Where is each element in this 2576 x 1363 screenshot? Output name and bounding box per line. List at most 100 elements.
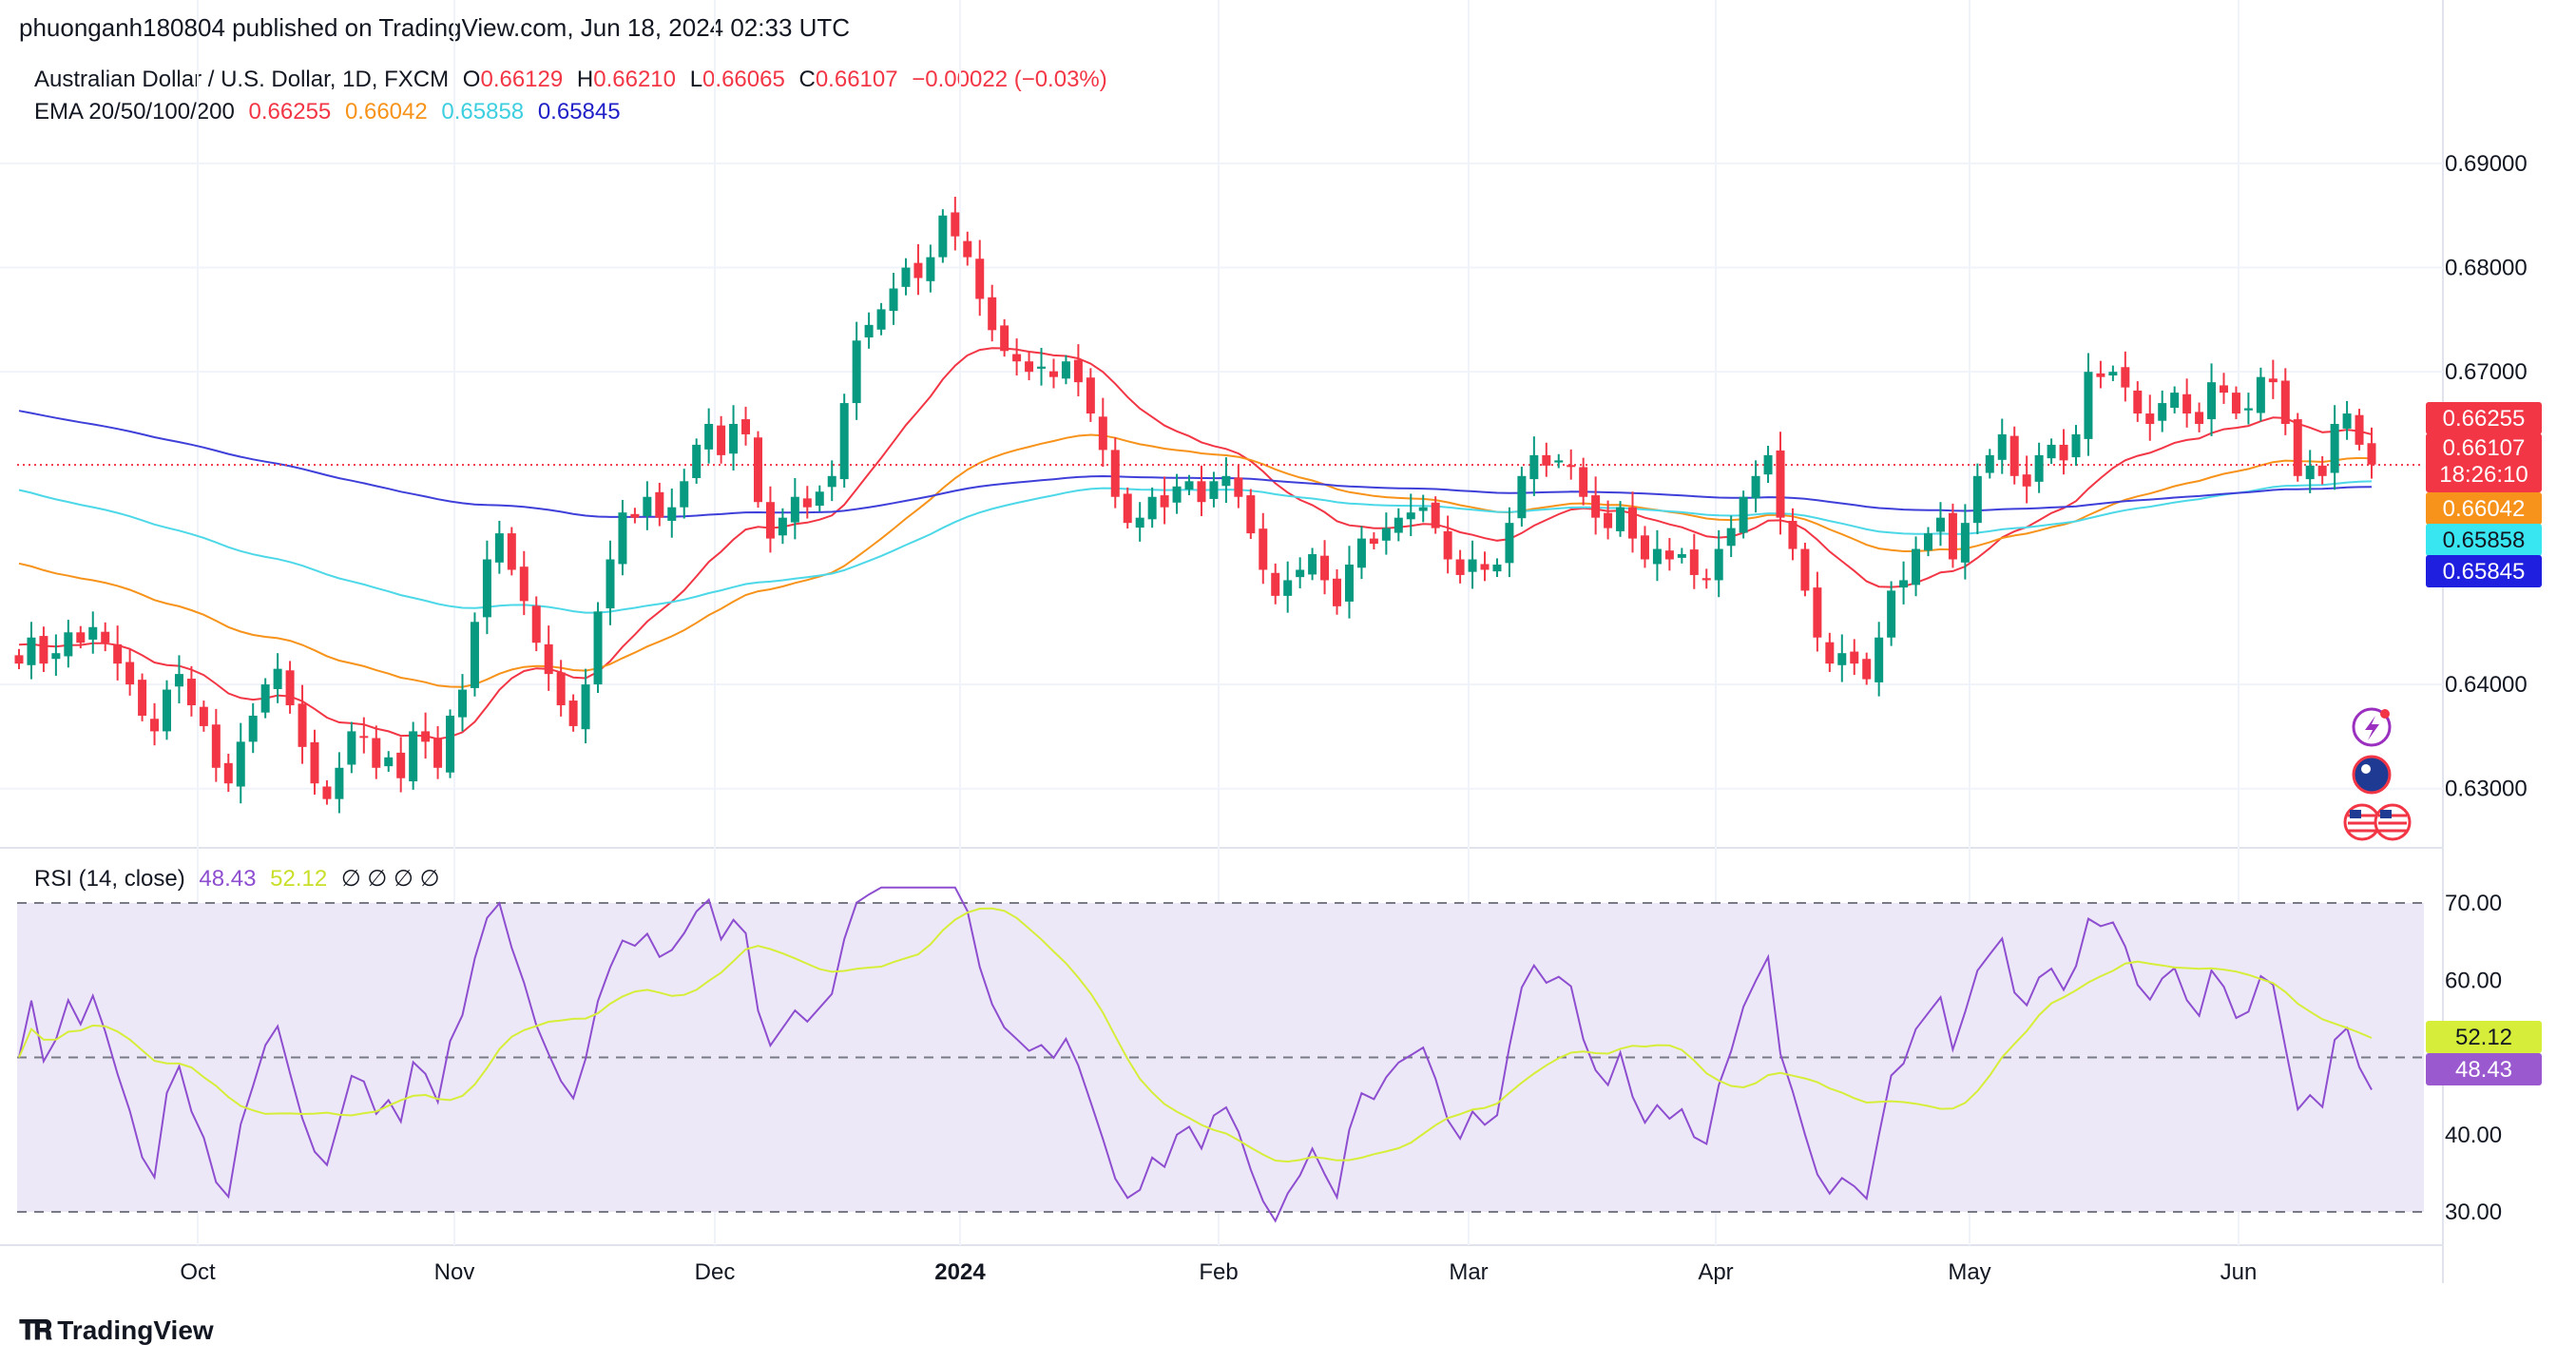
candle-body xyxy=(1751,475,1760,499)
symbol-title[interactable]: Australian Dollar / U.S. Dollar, 1D, FXC… xyxy=(34,67,450,92)
candle-body xyxy=(2220,385,2229,394)
candle-body xyxy=(692,444,702,479)
candle-body xyxy=(926,257,935,281)
candle-body xyxy=(322,786,332,799)
candle-body xyxy=(494,533,504,563)
candle-body xyxy=(741,419,751,434)
candle-body xyxy=(2009,435,2019,476)
candle-body xyxy=(125,662,135,685)
us-flag-canton-icon xyxy=(2380,810,2392,818)
candle-body xyxy=(1492,565,1502,572)
time-tick-label: May xyxy=(1948,1259,1990,1285)
candle-body xyxy=(1640,535,1649,560)
candle-body xyxy=(421,731,431,742)
candle-body xyxy=(1221,475,1231,487)
rsi-ma-line xyxy=(18,907,2373,1163)
candle-body xyxy=(1073,359,1083,383)
ema20-badge: 0.66255 xyxy=(2443,406,2526,432)
candle-body xyxy=(2182,394,2192,414)
candle-body xyxy=(1443,530,1452,560)
time-tick-label: Feb xyxy=(1199,1259,1238,1285)
candle-body xyxy=(655,491,664,518)
australia-flag-star-icon xyxy=(2361,764,2371,774)
candle-body xyxy=(2330,424,2339,473)
candle-body xyxy=(1455,559,1465,575)
candle-body xyxy=(1899,580,1909,588)
candle-body xyxy=(51,653,61,660)
candle-body xyxy=(1259,528,1268,570)
candle-body xyxy=(827,475,836,488)
candle-body xyxy=(778,517,787,536)
candle-body xyxy=(606,559,615,609)
rsi-tick-label: 30.00 xyxy=(2445,1200,2502,1225)
rsi-band xyxy=(17,902,2424,1213)
candle-body xyxy=(753,437,762,503)
candle-body xyxy=(211,724,221,768)
candle-body xyxy=(223,762,233,784)
candle-body xyxy=(138,680,147,716)
candle-body xyxy=(2158,403,2167,421)
candle-body xyxy=(88,626,98,640)
time-tick-label: 2024 xyxy=(934,1259,986,1285)
us-flag-canton-icon xyxy=(2350,810,2361,818)
footer-brand[interactable]: 𝐓𝐑 TradingView xyxy=(19,1315,214,1347)
candle-body xyxy=(1985,454,1994,473)
candle-body xyxy=(544,643,553,675)
rsi-ma-badge-bg xyxy=(2426,1021,2542,1053)
rsi-line xyxy=(18,886,2373,1223)
rsi-label[interactable]: RSI (14, close) xyxy=(34,866,185,892)
candle-body xyxy=(1701,578,1711,581)
candle-body xyxy=(643,496,652,517)
candle-body xyxy=(717,425,726,455)
candle-body xyxy=(1825,642,1835,664)
candle-body xyxy=(1037,366,1047,369)
candle-body xyxy=(150,719,160,732)
candle-body xyxy=(1739,496,1748,533)
rsi-tick-label: 70.00 xyxy=(2445,891,2502,916)
candle-body xyxy=(298,703,307,747)
ema50-value: 0.66042 xyxy=(344,99,428,125)
ema-label[interactable]: EMA 20/50/100/200 xyxy=(34,99,235,125)
price-tick-label: 0.63000 xyxy=(2445,777,2528,802)
candle-body xyxy=(729,424,739,454)
candle-body xyxy=(1086,377,1095,414)
candle-body xyxy=(433,739,443,768)
candle-body xyxy=(27,637,36,665)
rsi-badge-bg xyxy=(2426,1053,2542,1085)
candle-body xyxy=(1652,548,1662,565)
candle-body xyxy=(1554,460,1564,463)
ema20-line xyxy=(18,347,2373,740)
candle-body xyxy=(1418,507,1428,511)
candle-body xyxy=(1394,517,1403,533)
candle-body xyxy=(1012,354,1022,362)
candle-body xyxy=(1468,559,1477,572)
candle-body xyxy=(1197,481,1206,503)
ema200-value: 0.65845 xyxy=(537,99,621,125)
candle-body xyxy=(1160,495,1169,508)
candle-body xyxy=(2195,412,2204,424)
candle-body xyxy=(1726,528,1736,547)
rsi-lines xyxy=(18,886,2373,1223)
candle-body xyxy=(618,512,627,565)
candle-body xyxy=(1677,554,1686,558)
candle-body xyxy=(76,632,86,643)
candle-body xyxy=(1628,507,1638,539)
candle-body xyxy=(2071,433,2081,458)
candle-body xyxy=(1604,512,1613,528)
ema100-badge-bg xyxy=(2426,524,2542,556)
candle-body xyxy=(519,566,529,602)
ema20-badge-bg xyxy=(2426,402,2542,434)
candle-body xyxy=(113,643,123,664)
candle-body xyxy=(2231,393,2240,414)
candle-body xyxy=(765,502,775,539)
candle-body xyxy=(2207,382,2217,420)
candle-body xyxy=(1763,454,1773,475)
candle-body xyxy=(1406,512,1415,520)
rsi-tick-label: 40.00 xyxy=(2445,1123,2502,1148)
candle-body xyxy=(2355,414,2364,445)
candle-body xyxy=(852,340,861,404)
rsi-value: 48.43 xyxy=(199,866,257,892)
close-value: C0.66107 xyxy=(798,67,898,92)
